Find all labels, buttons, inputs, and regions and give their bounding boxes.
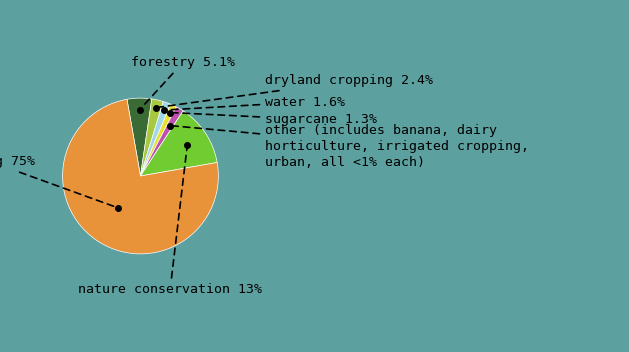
Wedge shape [63,99,218,254]
Text: grazing 75%: grazing 75% [0,156,116,207]
Text: dryland cropping 2.4%: dryland cropping 2.4% [159,75,433,107]
Wedge shape [140,99,164,176]
Wedge shape [140,101,170,176]
Text: other (includes banana, dairy
horticulture, irrigated cropping,
urban, all <1% e: other (includes banana, dairy horticultu… [173,124,529,169]
Wedge shape [140,111,217,176]
Text: nature conservation 13%: nature conservation 13% [78,148,262,296]
Text: water 1.6%: water 1.6% [167,95,345,110]
Wedge shape [127,98,152,176]
Text: sugarcane 1.3%: sugarcane 1.3% [173,113,377,126]
Wedge shape [140,107,183,176]
Text: forestry 5.1%: forestry 5.1% [131,56,235,108]
Wedge shape [140,104,176,176]
